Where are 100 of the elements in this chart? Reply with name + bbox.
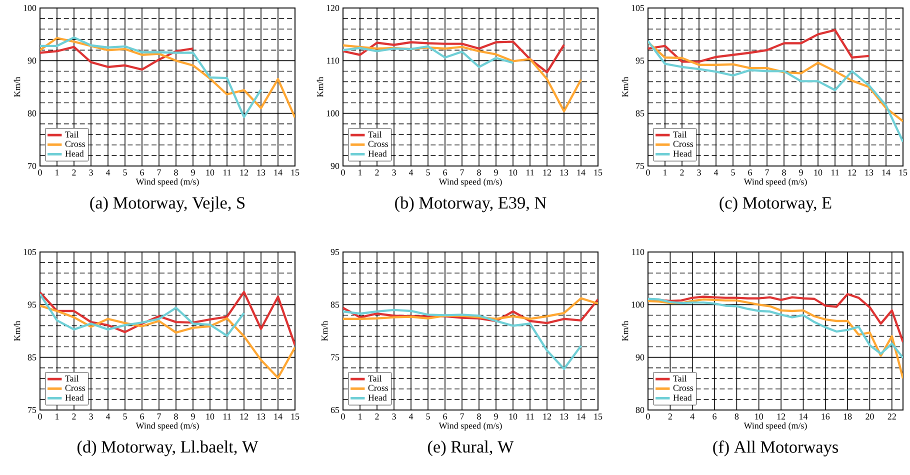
x-tick-label: 6 xyxy=(443,414,447,420)
x-tick-label: 9 xyxy=(494,170,498,176)
x-tick-label: 4 xyxy=(408,414,414,420)
x-tick-label: 14 xyxy=(274,170,282,176)
x-tick-label: 12 xyxy=(240,170,248,176)
x-tick-label: 9 xyxy=(799,170,803,176)
x-tick-label: 13 xyxy=(257,414,266,420)
text: (d) Motorway, Ll.baelt, W xyxy=(78,440,258,456)
legend-label: Tail xyxy=(673,131,687,138)
x-tick-label: 14 xyxy=(577,414,586,420)
y-tick-label: 95 xyxy=(28,302,36,308)
line-series xyxy=(343,44,582,112)
x-tick-label: 12 xyxy=(543,414,551,420)
legend-label: Cross xyxy=(368,384,388,391)
x-tick-label: 0 xyxy=(646,414,650,420)
x-tick-label: 6 xyxy=(748,170,752,176)
x-tick-label: 7 xyxy=(157,170,161,176)
x-tick-label: 5 xyxy=(123,414,127,420)
x-tick-label: 7 xyxy=(460,170,464,176)
y-axis-title: Km/h xyxy=(14,76,20,97)
x-tick-label: 15 xyxy=(291,170,300,176)
text: (f) All Motorways xyxy=(713,440,838,456)
y-axis-title: Km/h xyxy=(14,320,20,341)
x-tick-label: 14 xyxy=(274,414,282,420)
y-tick-label: 85 xyxy=(636,110,644,116)
legend-label: Tail xyxy=(65,131,79,138)
x-tick-label: 9 xyxy=(191,170,195,176)
x-tick-label: 1 xyxy=(358,414,362,420)
line-series xyxy=(648,298,904,359)
legend-label: Tail xyxy=(65,375,79,382)
legend-label: Head xyxy=(368,150,387,157)
x-tick-label: 11 xyxy=(526,170,534,176)
x-tick-label: 10 xyxy=(755,414,764,420)
y-tick-label: 90 xyxy=(636,354,644,360)
x-tick-label: 14 xyxy=(800,414,808,420)
legend-label: Head xyxy=(65,150,84,157)
y-tick-label: 85 xyxy=(28,354,36,360)
x-tick-label: 12 xyxy=(777,414,786,420)
legend-label: Head xyxy=(673,150,692,157)
x-tick-label: 0 xyxy=(38,170,42,176)
line-series xyxy=(40,293,246,337)
x-tick-label: 8 xyxy=(477,170,481,176)
x-tick-label: 3 xyxy=(89,170,93,176)
x-tick-label: 13 xyxy=(865,170,874,176)
y-tick-label: 110 xyxy=(632,248,644,256)
x-tick-label: 8 xyxy=(477,414,481,420)
y-tick-label: 70 xyxy=(28,162,36,170)
x-axis-title: Wind speed (m/s) xyxy=(744,422,807,431)
y-tick-label: 105 xyxy=(24,248,36,256)
line-series xyxy=(343,308,582,370)
x-tick-label: 0 xyxy=(341,414,345,420)
x-tick-label: 15 xyxy=(291,414,300,420)
y-tick-label: 120 xyxy=(326,4,340,12)
x-tick-label: 4 xyxy=(690,414,694,420)
x-tick-label: 3 xyxy=(89,414,93,420)
x-tick-label: 8 xyxy=(174,170,178,176)
y-tick-label: 90 xyxy=(28,58,36,64)
x-tick-label: 5 xyxy=(426,170,430,176)
text: (a) Motorway, Vejle, S xyxy=(90,196,245,212)
x-tick-label: 4 xyxy=(106,170,110,176)
x-tick-label: 6 xyxy=(712,414,717,420)
x-tick-label: 0 xyxy=(646,170,650,176)
legend-label: Cross xyxy=(673,384,694,391)
x-tick-label: 8 xyxy=(782,170,786,176)
x-tick-label: 2 xyxy=(72,170,76,176)
x-tick-label: 13 xyxy=(257,170,266,176)
y-tick-label: 75 xyxy=(636,163,644,169)
x-tick-label: 1 xyxy=(358,170,362,176)
x-axis-title: Wind speed (m/s) xyxy=(438,422,502,431)
x-tick-label: 3 xyxy=(392,170,396,176)
x-tick-label: 18 xyxy=(844,414,852,420)
x-tick-label: 8 xyxy=(174,414,178,420)
x-tick-label: 3 xyxy=(392,414,396,420)
x-tick-label: 5 xyxy=(123,170,127,176)
x-tick-label: 15 xyxy=(594,414,602,420)
x-tick-label: 2 xyxy=(72,414,76,420)
x-tick-label: 10 xyxy=(509,414,518,420)
line-series xyxy=(648,41,904,122)
y-tick-label: 105 xyxy=(632,4,644,12)
x-axis-title: Wind speed (m/s) xyxy=(744,178,807,187)
y-axis-title: Km/h xyxy=(622,320,628,341)
x-tick-label: 11 xyxy=(526,414,534,420)
legend-label: Cross xyxy=(673,140,694,147)
y-tick-label: 110 xyxy=(327,58,340,64)
x-tick-label: 11 xyxy=(223,170,231,176)
x-tick-label: 8 xyxy=(734,414,739,420)
legend-label: Tail xyxy=(368,131,382,138)
y-tick-label: 95 xyxy=(636,58,644,64)
x-tick-label: 20 xyxy=(866,414,874,420)
y-tick-label: 90 xyxy=(330,162,340,170)
line-series xyxy=(40,290,296,346)
text: (b) Motorway, E39, N xyxy=(395,196,546,212)
x-tick-label: 11 xyxy=(223,414,231,420)
x-tick-label: 1 xyxy=(56,170,59,176)
x-tick-label: 3 xyxy=(697,170,701,176)
x-axis-title: Wind speed (m/s) xyxy=(438,178,502,187)
x-tick-label: 15 xyxy=(899,170,908,176)
y-tick-label: 65 xyxy=(330,406,340,414)
y-tick-label: 85 xyxy=(330,302,340,308)
x-tick-label: 7 xyxy=(765,170,769,176)
